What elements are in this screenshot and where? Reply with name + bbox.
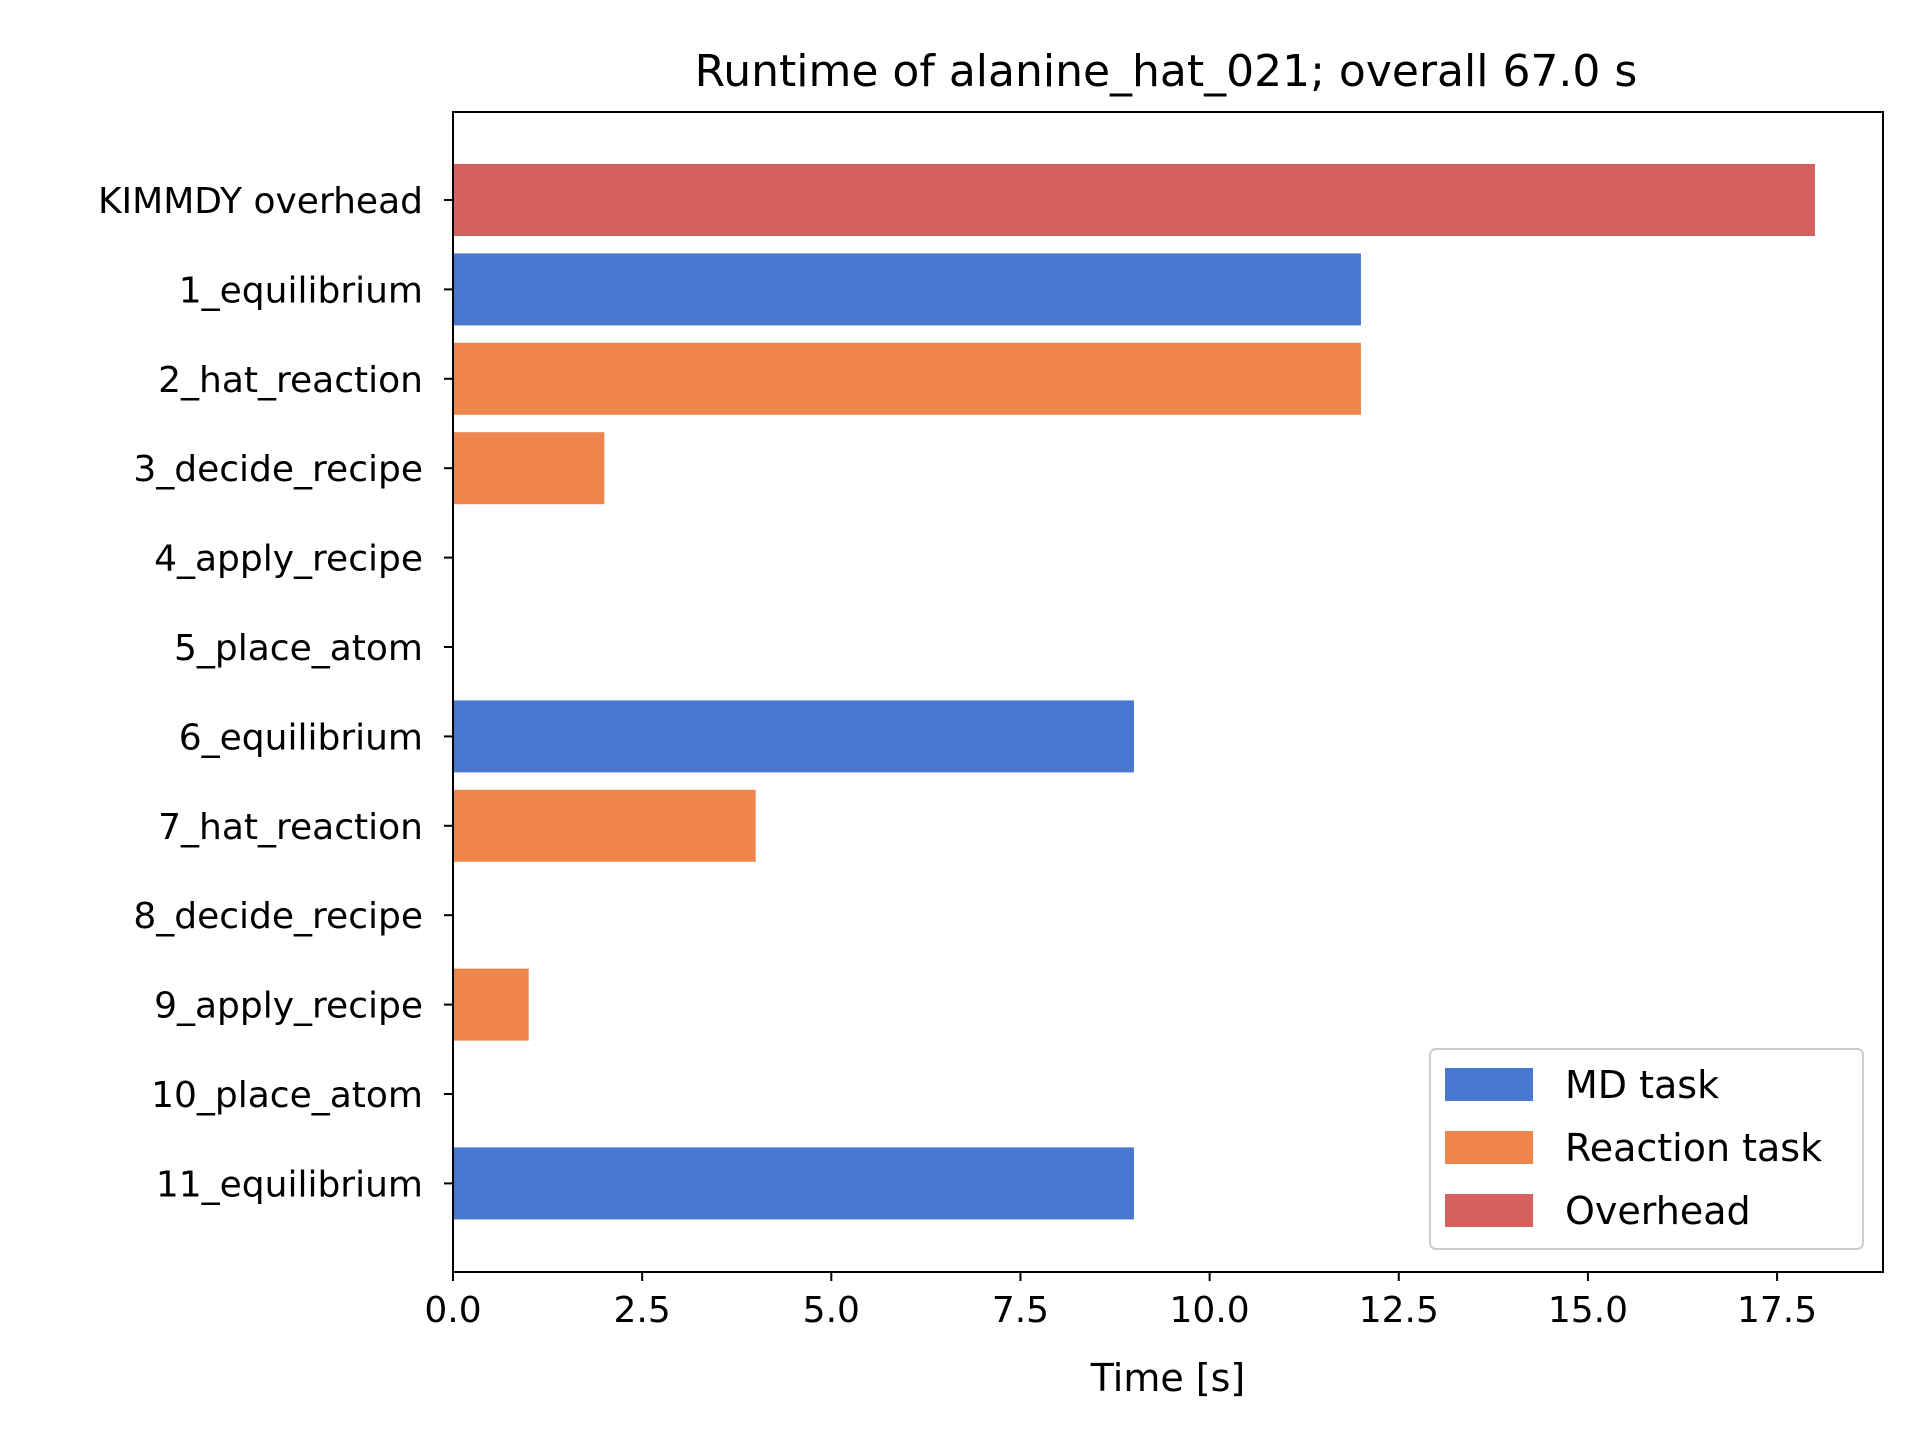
- bar-11-equilibrium: [453, 1147, 1134, 1220]
- x-tick-label: 7.5: [992, 1290, 1049, 1331]
- chart-title: Runtime of alanine_hat_021; overall 67.0…: [695, 46, 1638, 97]
- y-tick-label: 6_equilibrium: [179, 717, 423, 758]
- x-tick-label: 0.0: [424, 1290, 481, 1331]
- bar-7-hat-reaction: [453, 789, 756, 862]
- y-tick-label: 10_place_atom: [151, 1075, 423, 1116]
- legend-label: Reaction task: [1565, 1126, 1822, 1170]
- bars-group: [453, 164, 1815, 1220]
- y-tick-label: 4_apply_recipe: [154, 539, 423, 580]
- legend-label: Overhead: [1565, 1189, 1751, 1233]
- y-tick-label: KIMMDY overhead: [98, 181, 423, 222]
- y-tick-label: 7_hat_reaction: [158, 807, 423, 848]
- y-tick-label: 1_equilibrium: [179, 270, 423, 311]
- bar-2-hat-reaction: [453, 342, 1361, 415]
- legend-swatch: [1445, 1068, 1533, 1101]
- bar-3-decide-recipe: [453, 432, 605, 505]
- x-tick-label: 17.5: [1737, 1290, 1817, 1331]
- bar-6-equilibrium: [453, 700, 1134, 773]
- y-tick-label: 5_place_atom: [174, 628, 423, 669]
- legend-label: MD task: [1565, 1063, 1719, 1107]
- bar-kimmdy-overhead: [453, 164, 1815, 236]
- legend-swatch: [1445, 1194, 1533, 1227]
- bar-1-equilibrium: [453, 253, 1361, 326]
- y-tick-label: 11_equilibrium: [156, 1164, 423, 1205]
- x-axis-label: Time [s]: [1090, 1356, 1246, 1400]
- bar-9-apply-recipe: [453, 968, 529, 1041]
- x-tick-label: 2.5: [614, 1290, 671, 1331]
- legend: MD task Reaction task Overhead: [1429, 1048, 1864, 1250]
- x-tick-label: 5.0: [803, 1290, 860, 1331]
- x-tick-label: 15.0: [1548, 1290, 1628, 1331]
- y-tick-label: 2_hat_reaction: [158, 360, 423, 401]
- y-tick-label: 9_apply_recipe: [154, 986, 423, 1027]
- y-tick-label: 3_decide_recipe: [133, 449, 423, 490]
- x-tick-label: 12.5: [1359, 1290, 1439, 1331]
- legend-swatch: [1445, 1131, 1533, 1164]
- x-tick-label: 10.0: [1170, 1290, 1250, 1331]
- plot-frame: [452, 111, 1884, 1273]
- y-axis-ticks: KIMMDY overhead 1_equilibrium 2_hat_reacti…: [98, 181, 453, 1205]
- x-axis-ticks: 0.0 2.5 5.0 7.5 10.0 12.5 15.0 17.5: [424, 1272, 1817, 1331]
- legend-box: [1429, 1048, 1864, 1250]
- y-tick-label: 8_decide_recipe: [133, 896, 423, 937]
